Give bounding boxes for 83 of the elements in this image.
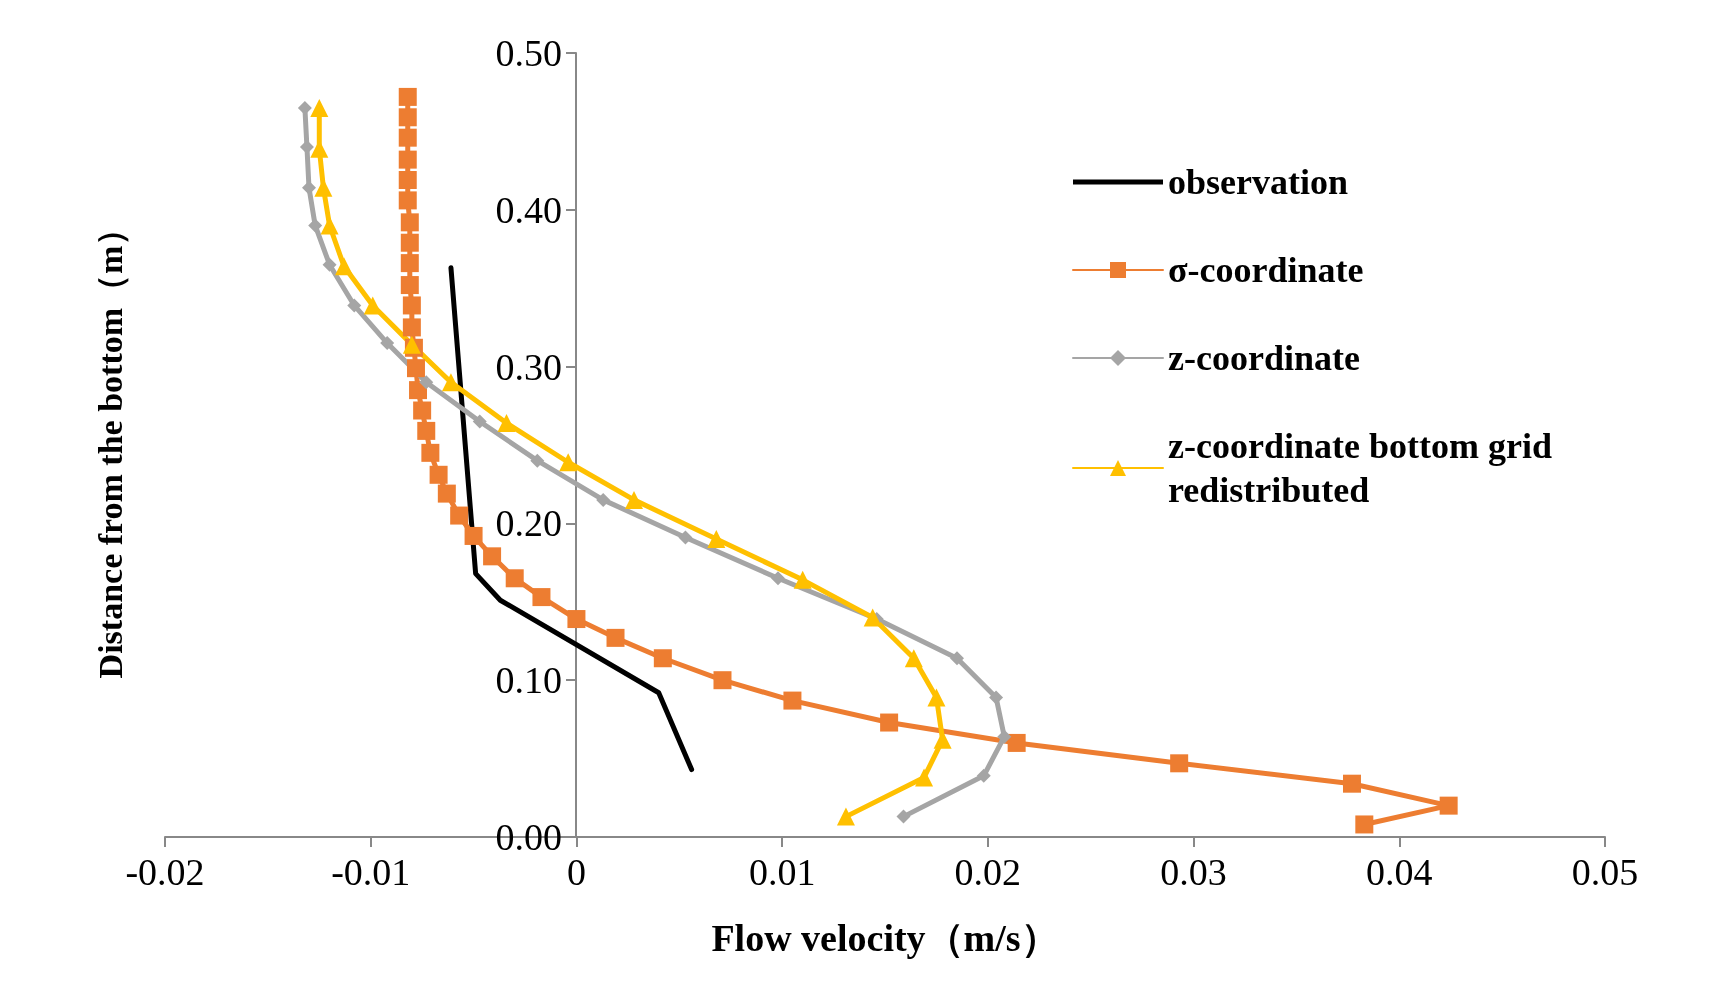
point <box>400 276 419 295</box>
point <box>1355 815 1374 834</box>
x-tick-label: -0.01 <box>331 851 411 893</box>
point <box>625 490 644 509</box>
x-tick-label: 0.03 <box>1160 851 1227 893</box>
y-tick-label: 0.30 <box>495 345 562 388</box>
point <box>863 608 882 627</box>
point <box>1007 733 1026 752</box>
legend-label: σ-coordinate <box>1168 250 1364 290</box>
point <box>793 570 812 589</box>
point <box>380 336 395 351</box>
x-axis-title: Flow velocity（m/s） <box>711 917 1059 959</box>
point <box>596 492 611 507</box>
point <box>532 588 551 607</box>
point <box>347 298 362 313</box>
point <box>398 128 417 147</box>
point <box>398 108 417 127</box>
point <box>398 191 417 210</box>
point <box>402 296 421 315</box>
x-tick-label: 0 <box>566 851 586 893</box>
point <box>1439 796 1458 815</box>
point <box>334 257 353 276</box>
point <box>997 729 1012 744</box>
x-tick-label: 0.05 <box>1571 851 1639 893</box>
point <box>915 768 934 787</box>
point <box>322 257 337 272</box>
point <box>678 530 693 545</box>
point <box>497 414 516 433</box>
point <box>421 443 440 462</box>
point <box>707 530 726 549</box>
point <box>406 359 425 378</box>
point <box>297 100 312 115</box>
point <box>472 414 487 429</box>
y-axis-title: Distance from the bottom（m） <box>91 211 129 679</box>
y-tick-label: 0.20 <box>495 502 562 545</box>
point <box>398 150 417 169</box>
point <box>441 373 460 392</box>
y-tick-label: 0.50 <box>495 32 562 74</box>
y-tick-label: 0.40 <box>495 188 562 231</box>
x-tick-label: -0.02 <box>125 851 205 893</box>
point <box>896 809 911 824</box>
point <box>400 254 419 273</box>
x-tick-label: 0.02 <box>954 851 1022 893</box>
point <box>567 610 586 629</box>
x-tick-label: 0.01 <box>748 851 816 893</box>
legend-label: z-coordinate bottom grid redistributed <box>1168 426 1561 510</box>
y-tick-label: 0.10 <box>495 659 562 702</box>
point <box>483 547 502 566</box>
point <box>419 375 434 390</box>
point <box>505 569 524 588</box>
point <box>400 213 419 232</box>
point <box>310 98 329 117</box>
point <box>1170 754 1189 773</box>
point <box>530 453 545 468</box>
point <box>417 421 436 440</box>
point <box>836 807 855 826</box>
point <box>771 571 786 586</box>
point <box>904 649 923 668</box>
point <box>783 691 802 710</box>
point <box>713 671 732 690</box>
point <box>1342 774 1361 793</box>
y-tick-label: 0.00 <box>495 816 562 858</box>
point <box>464 526 483 545</box>
point <box>559 453 578 472</box>
point <box>413 401 432 420</box>
point <box>437 484 456 503</box>
x-tick-label: 0.04 <box>1366 851 1433 893</box>
point <box>398 171 417 190</box>
point <box>398 87 417 106</box>
point <box>402 318 421 337</box>
point <box>450 506 469 525</box>
point <box>429 465 448 484</box>
point <box>976 768 991 783</box>
point <box>989 690 1004 705</box>
point <box>927 688 946 707</box>
legend-label: z-coordinate <box>1168 338 1360 378</box>
point <box>880 713 899 732</box>
point <box>400 233 419 252</box>
point <box>653 649 672 668</box>
point <box>606 628 625 647</box>
point <box>950 651 964 666</box>
point <box>308 218 323 233</box>
legend-label: observation <box>1168 162 1348 202</box>
